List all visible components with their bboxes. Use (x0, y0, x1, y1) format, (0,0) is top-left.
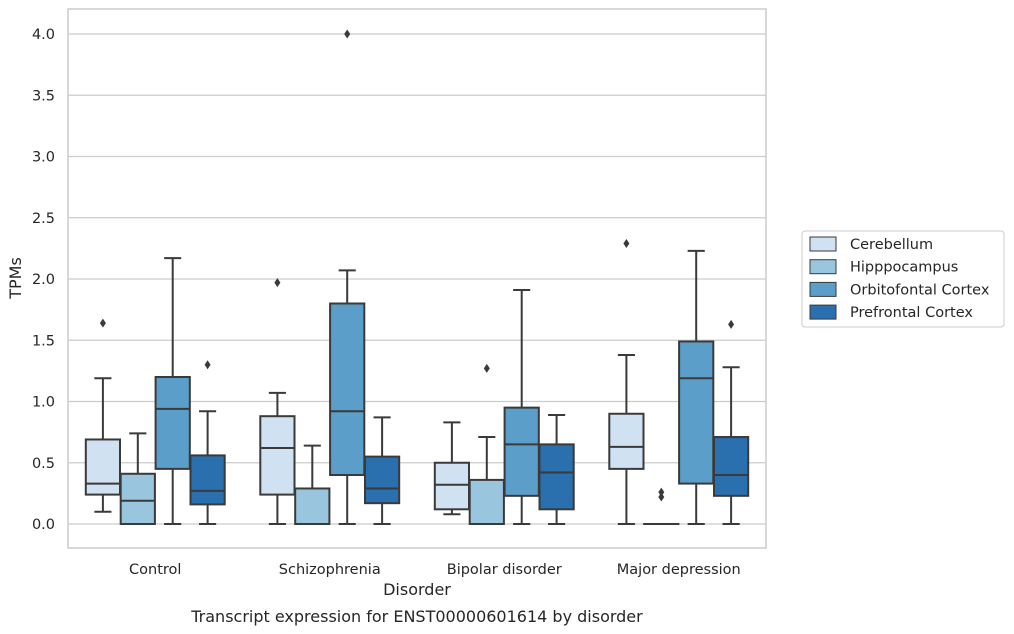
box-group (538, 413, 575, 525)
box-group (84, 318, 122, 513)
x-tick-label: Major depression (617, 562, 741, 578)
box (119, 472, 156, 525)
plot-area-frame (67, 8, 767, 549)
box (712, 436, 750, 497)
box-group (643, 487, 680, 526)
y-tick-label: 3.5 (32, 88, 55, 104)
box (189, 454, 226, 506)
y-axis-label: TPMs (6, 257, 25, 300)
box-group (189, 360, 226, 525)
box (84, 438, 122, 496)
outlier-point (658, 492, 665, 502)
x-tick-label: Control (129, 562, 181, 578)
legend-label: Cerebellum (850, 237, 933, 253)
box-group (678, 249, 715, 525)
y-tick-label: 0.5 (32, 456, 55, 472)
outlier-point (728, 319, 735, 329)
box-group (294, 444, 331, 526)
box (294, 487, 331, 526)
box-group (119, 432, 156, 525)
x-tick-label: Bipolar disorder (447, 562, 562, 578)
outlier-point (204, 360, 211, 370)
y-tick-label: 2.5 (32, 211, 55, 227)
box (154, 376, 191, 470)
outlier-point (623, 238, 630, 248)
box (259, 415, 296, 496)
box (678, 340, 715, 485)
legend-swatch (809, 281, 837, 297)
y-tick-label: 1.0 (32, 395, 55, 411)
box-group (468, 363, 505, 525)
box-group (503, 289, 540, 525)
y-axis-ticks: 0.0 0.5 1.0 1.5 2.0 2.5 3.0 3.5 4.0 (32, 27, 55, 533)
legend-swatch (809, 236, 837, 252)
box-group (712, 319, 750, 525)
x-axis-label: Disorder (383, 580, 451, 599)
legend-swatch (809, 259, 837, 275)
outlier-point (99, 318, 106, 328)
y-tick-label: 4.0 (32, 27, 55, 43)
x-tick-label: Schizophrenia (279, 562, 381, 578)
legend-swatch (809, 304, 837, 320)
legend-label: Hipppocampus (850, 260, 958, 276)
box-group (259, 278, 296, 525)
box-plot-series (84, 29, 750, 526)
box (433, 461, 471, 511)
box-group (329, 29, 366, 525)
chart-caption: Transcript expression for ENST0000060161… (190, 607, 643, 626)
box-group (433, 421, 471, 516)
outlier-point (274, 278, 281, 288)
box (538, 443, 575, 511)
outlier-point (658, 487, 665, 497)
y-tick-label: 0.0 (32, 517, 55, 533)
legend: Cerebellum Hipppocampus Orbitofontal Corte… (801, 230, 1005, 328)
y-tick-label: 2.0 (32, 272, 55, 288)
legend-label: Orbitofontal Cortex (850, 282, 990, 298)
y-tick-label: 3.0 (32, 150, 55, 166)
box (608, 412, 645, 470)
box-group (154, 257, 191, 525)
box (503, 406, 540, 497)
box-group (608, 238, 645, 525)
box-group (363, 416, 401, 525)
y-tick-label: 1.5 (32, 333, 55, 349)
legend-label: Prefrontal Cortex (850, 305, 973, 321)
outlier-point (483, 363, 490, 373)
box (329, 302, 366, 476)
outlier-point (344, 29, 351, 39)
legend-frame (801, 230, 1005, 328)
box (363, 455, 401, 505)
x-axis-ticks: Control Schizophrenia Bipolar disorder Majo… (129, 562, 741, 578)
box (468, 478, 505, 525)
